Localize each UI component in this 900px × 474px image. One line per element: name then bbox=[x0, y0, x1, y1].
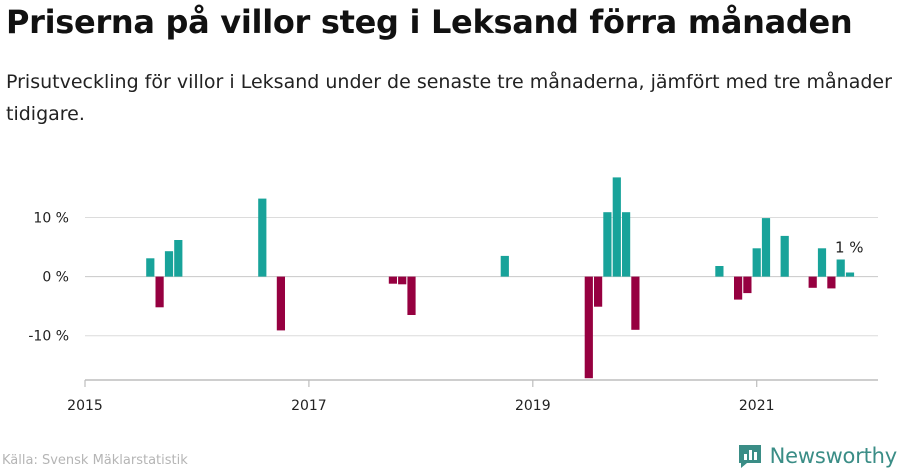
bar-negative bbox=[594, 276, 603, 307]
bar-positive bbox=[612, 177, 621, 277]
chart-title: Priserna på villor steg i Leksand förra … bbox=[6, 3, 853, 41]
bar-positive bbox=[817, 248, 827, 277]
bar-negative bbox=[631, 276, 640, 330]
bars bbox=[146, 177, 855, 379]
bar-positive bbox=[761, 218, 771, 277]
value-annotation: 1 % bbox=[835, 238, 864, 256]
brand-name: Newsworthy bbox=[769, 444, 898, 468]
newsworthy-logo-icon bbox=[738, 445, 761, 468]
x-tick-label: 2021 bbox=[739, 398, 775, 414]
bar-positive bbox=[752, 248, 761, 277]
y-tick-label: 0 % bbox=[42, 270, 69, 286]
bar-negative bbox=[584, 276, 593, 379]
bar-negative bbox=[827, 276, 836, 289]
axes bbox=[84, 379, 878, 387]
x-tick-label: 2015 bbox=[67, 398, 103, 414]
x-tick-label: 2019 bbox=[515, 398, 551, 414]
newsworthy-logo: Newsworthy bbox=[737, 441, 897, 471]
bar-positive bbox=[622, 212, 631, 277]
chart-subtitle: Prisutveckling för villor i Leksand unde… bbox=[6, 71, 892, 125]
bar-positive bbox=[146, 258, 155, 277]
axis-labels: 10 % 0 % -10 % 1 % 2015 2017 2019 2021 bbox=[28, 211, 863, 414]
bar-positive bbox=[603, 212, 612, 277]
y-tick-label: 10 % bbox=[33, 211, 69, 227]
bar-positive bbox=[174, 240, 183, 277]
x-tick-label: 2017 bbox=[291, 398, 327, 414]
y-tick-label: -10 % bbox=[28, 329, 69, 345]
bar-positive bbox=[500, 255, 509, 277]
bar-negative bbox=[276, 276, 285, 331]
bar-positive bbox=[715, 266, 724, 277]
bar-positive bbox=[845, 272, 855, 277]
bar-negative bbox=[407, 276, 416, 315]
bar-negative bbox=[155, 276, 164, 308]
bar-negative bbox=[743, 276, 752, 294]
bar-negative bbox=[398, 276, 407, 285]
bar-negative bbox=[808, 276, 817, 288]
bar-negative bbox=[734, 276, 743, 300]
source-note: Källa: Svensk Mäklarstatistik bbox=[2, 453, 188, 468]
bar-positive bbox=[164, 251, 174, 277]
bar-positive bbox=[780, 235, 789, 277]
bar-negative bbox=[388, 276, 397, 284]
bar-positive bbox=[836, 259, 845, 277]
bar-positive bbox=[258, 198, 267, 277]
